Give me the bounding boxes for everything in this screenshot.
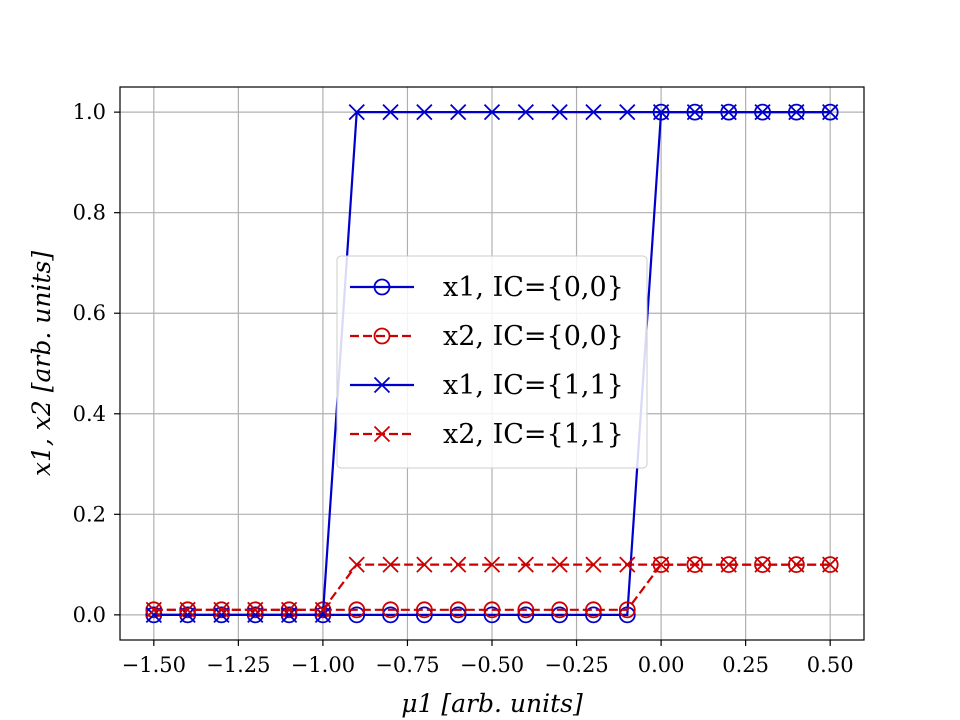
data-point [348,103,365,121]
data-point [483,601,501,619]
data-point [247,601,264,618]
data-point [720,556,737,573]
data-point [450,103,467,121]
data-point [382,103,399,121]
data-point [788,103,805,121]
y-tick-label: 0.2 [73,502,106,526]
data-point [619,556,636,573]
data-point [348,601,366,619]
y-axis-ticks: 0.0 0.2 0.4 0.6 0.8 1.0 [73,100,120,627]
data-point [314,601,332,618]
x-axis-label: μ1 [arb. units] [401,689,583,718]
data-point [280,601,298,619]
data-point [618,601,636,619]
x-tick-label: −0.25 [544,653,608,677]
legend-marker [373,278,391,296]
plot-series [145,103,839,624]
data-point [619,103,636,121]
data-point [348,606,366,624]
data-point [686,103,704,121]
data-point [382,606,399,624]
legend: x1, IC={0,0} x2, IC={0,0} x1, IC={1,1} x2, … [336,255,648,469]
data-point [686,556,704,573]
y-tick-label: 0.6 [73,301,106,325]
data-point [280,601,298,618]
data-point [483,556,501,573]
legend-marker [373,425,391,443]
legend-label: x2, IC={0,0} [443,321,624,352]
legend-item: x1, IC={0,0} [350,272,624,303]
data-point [585,601,602,619]
data-point [415,601,433,619]
y-tick-label: 1.0 [73,100,106,124]
legend-item: x2, IC={1,1} [350,419,624,450]
x-tick-label: 0.50 [807,653,854,677]
data-point [652,556,670,573]
data-point [822,103,839,121]
x-tick-label: −1.25 [206,653,270,677]
data-point [449,601,467,619]
legend-box [336,255,648,469]
series-4 [145,556,839,618]
data-point [551,556,568,573]
legend-label: x1, IC={1,1} [443,370,624,401]
legend-marker [373,376,391,394]
data-point [416,556,433,573]
data-point [483,606,501,624]
data-point [483,103,501,121]
y-tick-label: 0.8 [73,201,106,225]
legend-label: x1, IC={0,0} [443,272,624,303]
data-point [450,556,467,573]
data-point [517,606,535,624]
x-tick-label: −0.50 [460,653,524,677]
data-point [551,601,569,619]
data-point [754,556,771,573]
x-axis-ticks: −1.50 −1.25 −1.00 −0.75 −0.50 −0.25 0.00 0.25 0.… [122,640,854,677]
y-tick-label: 0.0 [73,603,106,627]
legend-marker [373,327,391,345]
data-point [585,103,602,121]
data-point [652,103,670,121]
data-point [585,606,602,624]
data-point [720,103,737,121]
data-point [754,103,771,121]
legend-item: x1, IC={1,1} [350,370,624,401]
data-point [618,606,636,624]
legend-item: x2, IC={0,0} [350,321,624,352]
x-tick-label: −0.75 [375,653,439,677]
y-axis-label: x1, x2 [arb. units] [27,251,56,476]
data-point [822,556,839,573]
data-point [348,556,365,573]
x-tick-label: 0.00 [638,653,685,677]
data-point [382,556,399,573]
series-line [153,563,831,611]
data-point [415,606,433,624]
data-point [686,556,704,573]
data-point [517,556,534,573]
data-point [213,601,230,618]
data-point [551,103,568,121]
data-point [517,103,534,121]
data-point [179,601,196,618]
legend-label: x2, IC={1,1} [443,419,624,450]
y-tick-label: 0.4 [73,402,106,426]
data-point [788,556,805,573]
data-point [551,606,569,624]
data-point [585,556,602,573]
x-tick-label: −1.00 [291,653,355,677]
data-point [382,601,399,619]
data-point [145,601,162,618]
data-point [449,606,467,624]
data-point [517,601,535,619]
x-tick-label: −1.50 [122,653,186,677]
x-tick-label: 0.25 [722,653,769,677]
data-point [416,103,433,121]
